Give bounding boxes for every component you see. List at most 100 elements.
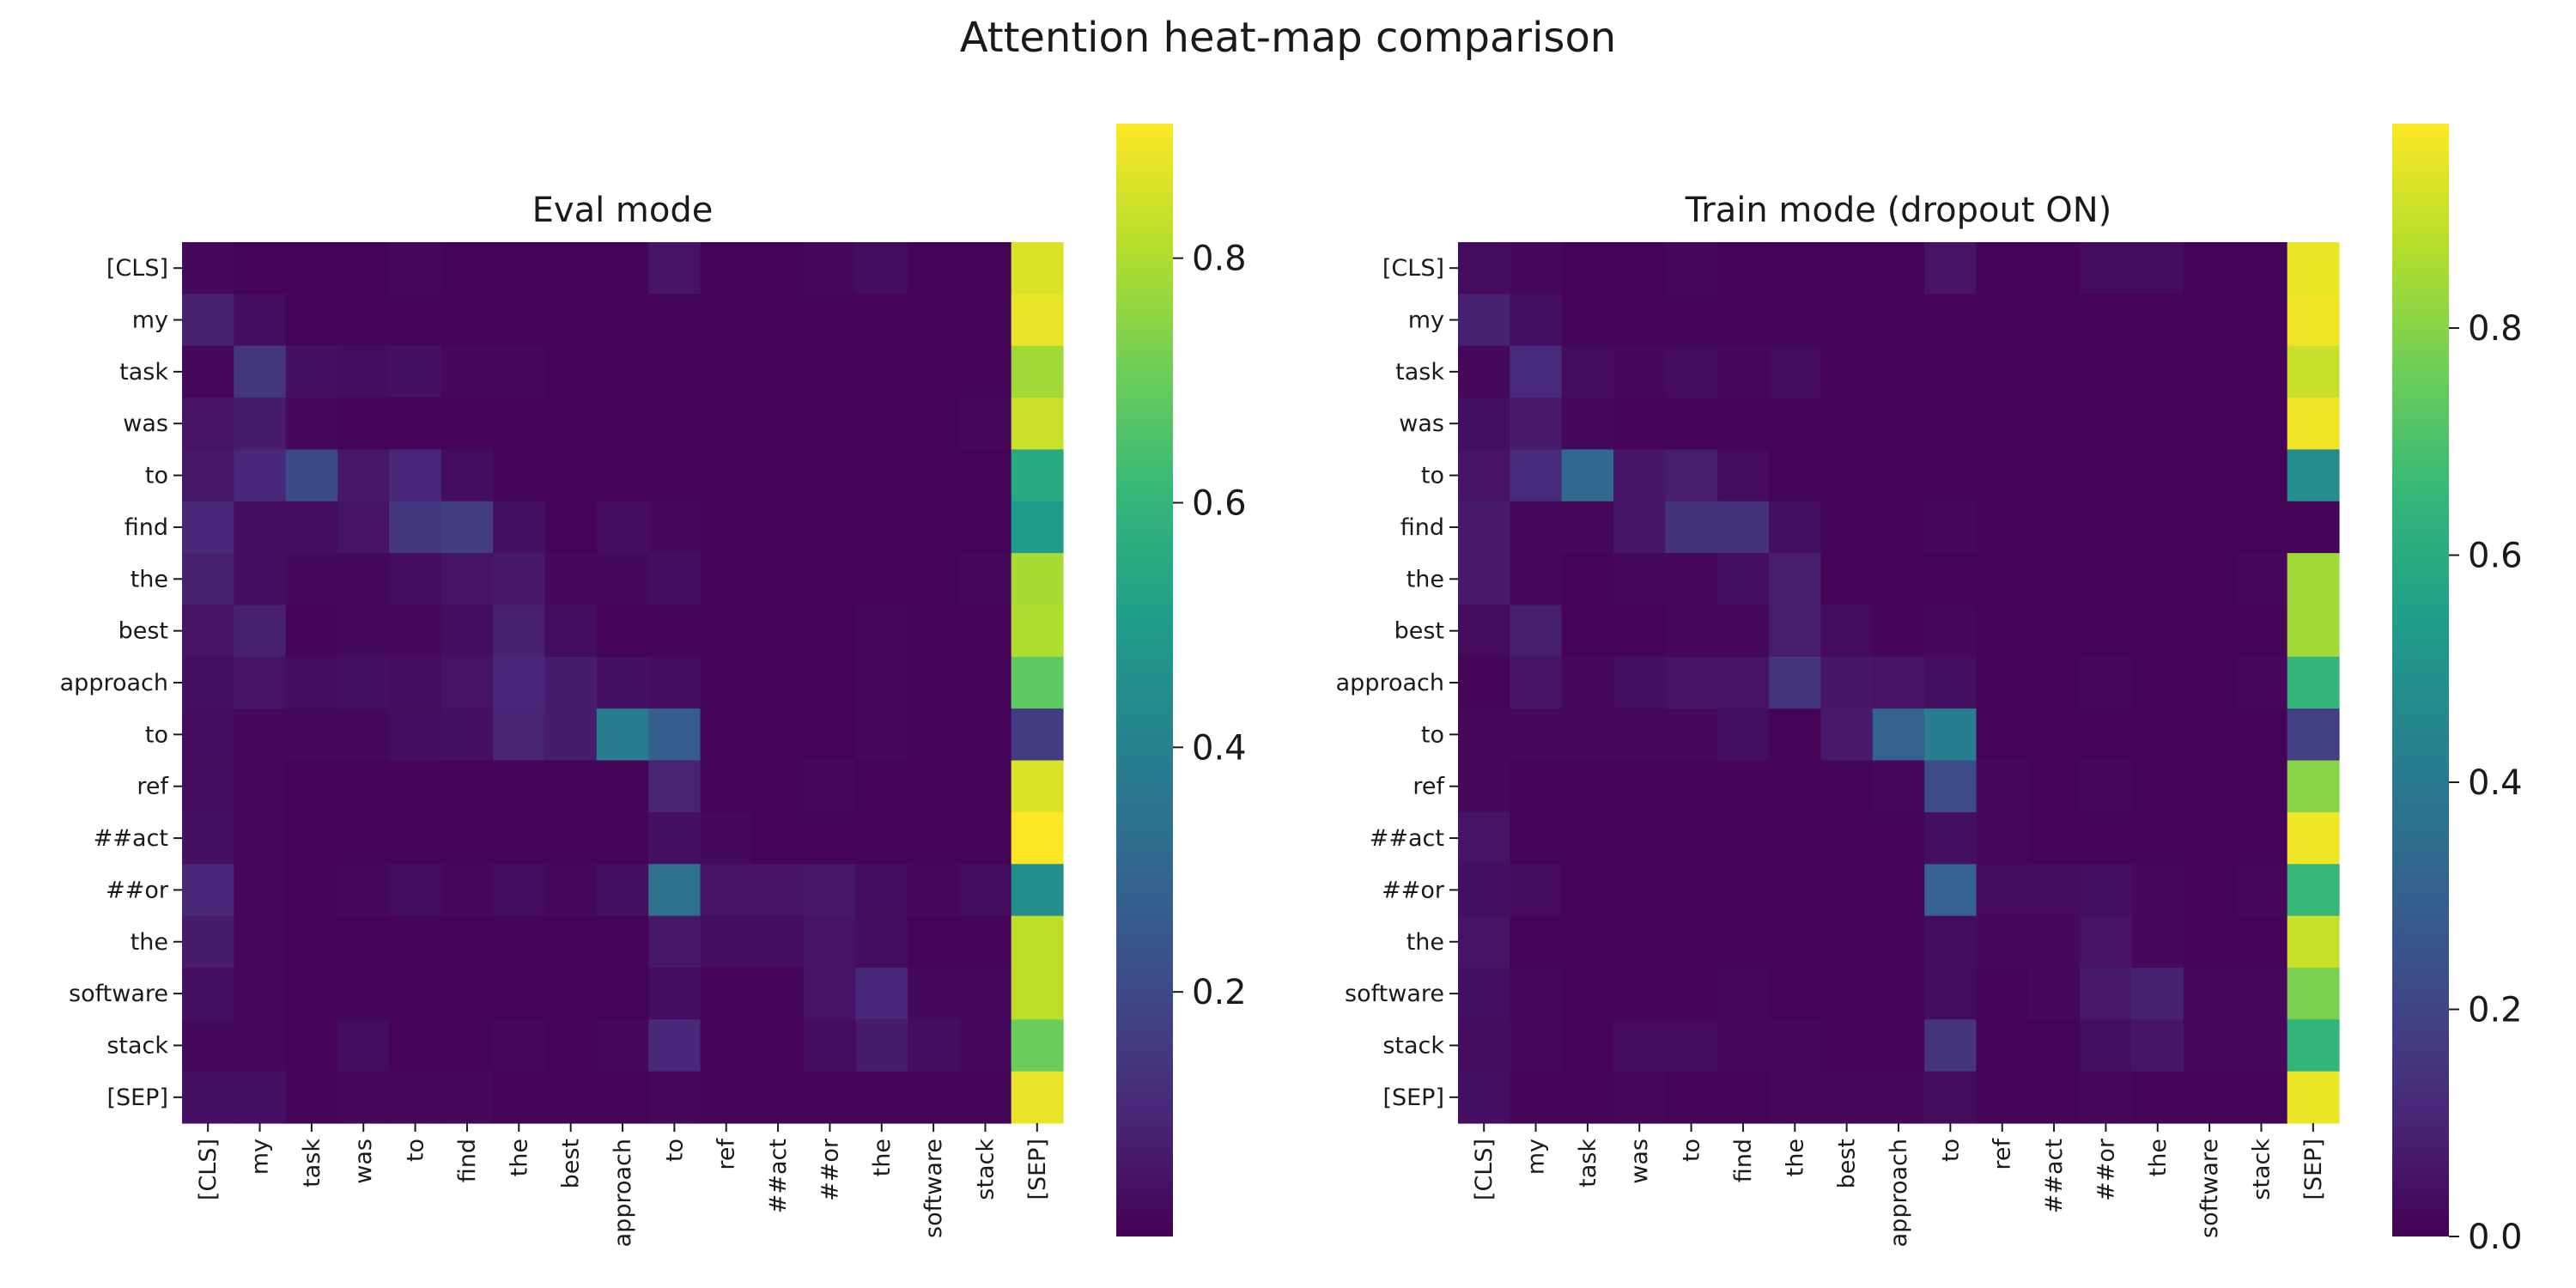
heatmap-cell [2080, 656, 2133, 709]
heatmap-cell [751, 398, 805, 451]
y-tick-label: [CLS] [1382, 255, 1444, 282]
heatmap-cell [2287, 242, 2340, 295]
heatmap-cell [1458, 398, 1510, 451]
heatmap-cell [959, 915, 1012, 969]
heatmap-cell [907, 605, 960, 658]
heatmap-cell [1820, 811, 1874, 865]
heatmap-cell [389, 1071, 442, 1124]
heatmap-cell [337, 811, 391, 865]
heatmap-cell [1976, 242, 2029, 295]
colorbar [1116, 124, 1173, 1236]
heatmap-cell [182, 760, 234, 813]
y-tick-label: stack [1382, 1032, 1444, 1059]
heatmap-cell [337, 242, 391, 295]
heatmap-cell [804, 864, 857, 917]
heatmap-cell [804, 553, 857, 606]
heatmap-cell [1510, 398, 1563, 451]
heatmap-cell [804, 811, 857, 865]
heatmap-cell [285, 294, 338, 347]
x-tick-label: approach [1886, 1139, 1912, 1247]
heatmap-cell [1458, 1019, 1510, 1072]
y-tick-label: was [1399, 410, 1444, 437]
heatmap-cell [700, 864, 753, 917]
heatmap-cell [907, 294, 960, 347]
heatmap-cell [440, 708, 494, 762]
heatmap-cell [337, 345, 391, 398]
heatmap-cell [1665, 398, 1718, 451]
heatmap-cell [855, 449, 908, 502]
heatmap-cell [1011, 915, 1064, 969]
heatmap-cell [493, 760, 546, 813]
heatmap-cell [285, 656, 338, 709]
heatmap-cell [440, 967, 494, 1020]
heatmap-cell [1613, 1019, 1667, 1072]
heatmap-cell [337, 449, 391, 502]
heatmap-cell [1613, 915, 1667, 969]
heatmap-cell [959, 398, 1012, 451]
heatmap-cell [234, 1019, 287, 1072]
heatmap-cell [1716, 449, 1770, 502]
y-tick-label: was [123, 410, 168, 437]
heatmap-cell [959, 708, 1012, 762]
heatmap-cell [337, 864, 391, 917]
heatmap-cell [855, 708, 908, 762]
heatmap-cell [1613, 967, 1667, 1020]
heatmap-cell [2287, 345, 2340, 398]
y-tick-label: [CLS] [106, 255, 168, 282]
heatmap-cell [1716, 553, 1770, 606]
heatmap-cell [648, 656, 702, 709]
heatmap-cell [1820, 1019, 1874, 1072]
heatmap-cell [182, 656, 234, 709]
heatmap-cell [389, 656, 442, 709]
heatmap-cell [1510, 915, 1563, 969]
heatmap-cell [1011, 811, 1064, 865]
heatmap-cell [2235, 553, 2288, 606]
x-tick-label: find [454, 1139, 481, 1182]
heatmap-cell [2183, 398, 2236, 451]
heatmap-cell [389, 398, 442, 451]
heatmap-cell [700, 967, 753, 1020]
heatmap-cell [804, 294, 857, 347]
heatmap-cell [389, 760, 442, 813]
heatmap-cell [1976, 294, 2029, 347]
x-tick-label: task [299, 1139, 325, 1188]
heatmap-cell [493, 501, 546, 554]
heatmap-cell [2287, 864, 2340, 917]
heatmap-cell [907, 656, 960, 709]
heatmap-cell [596, 864, 649, 917]
heatmap-cell [1561, 708, 1614, 762]
heatmap-cell [1976, 864, 2029, 917]
heatmap-cell [648, 242, 702, 295]
heatmap-cell [751, 449, 805, 502]
heatmap-cell [2131, 242, 2184, 295]
colorbar-tick-label: 0.2 [1192, 973, 1247, 1012]
heatmap-cell [1716, 656, 1770, 709]
heatmap-cell [1561, 553, 1614, 606]
heatmap-cell [700, 811, 753, 865]
heatmap-cell [751, 864, 805, 917]
panel-title: Eval mode [532, 191, 714, 230]
heatmap-cell [2235, 1071, 2288, 1124]
heatmap-cell [1924, 294, 1978, 347]
heatmap-cell [2287, 708, 2340, 762]
heatmap-cell [596, 656, 649, 709]
heatmap-cell [493, 915, 546, 969]
heatmap-cell [1011, 501, 1064, 554]
heatmap-cell [2131, 345, 2184, 398]
heatmap-cell [1924, 501, 1978, 554]
heatmap-cell [389, 1019, 442, 1072]
heatmap-cell [2027, 811, 2081, 865]
heatmap-cell [182, 1019, 234, 1072]
heatmap-cell [2183, 1071, 2236, 1124]
heatmap-cell [596, 708, 649, 762]
heatmap-cell [596, 605, 649, 658]
heatmap-cell [1510, 605, 1563, 658]
heatmap-cell [959, 656, 1012, 709]
heatmap-cell [1458, 345, 1510, 398]
heatmap-cell [1510, 864, 1563, 917]
heatmap-cell [234, 811, 287, 865]
heatmap-cell [959, 242, 1012, 295]
heatmap-cell [700, 345, 753, 398]
x-tick-label: ref [714, 1138, 740, 1170]
heatmap-cell [1976, 501, 2029, 554]
